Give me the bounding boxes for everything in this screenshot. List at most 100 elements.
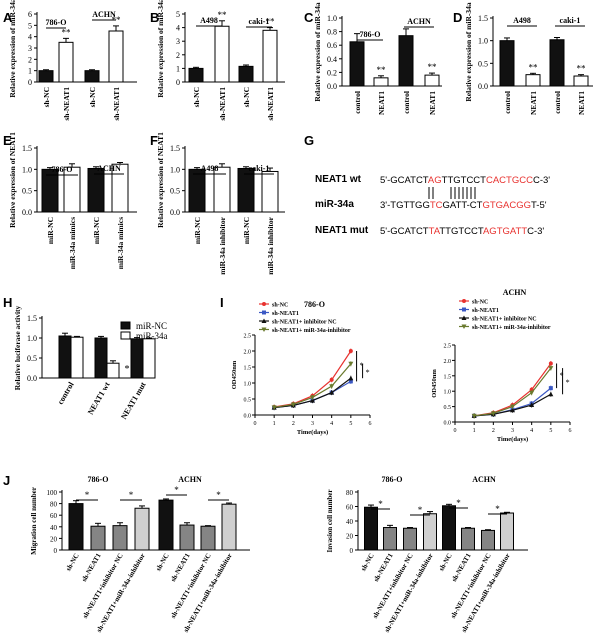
significance-label: *: [125, 364, 130, 375]
x-tick-label: control: [553, 91, 562, 114]
legend-label: miR-34a: [136, 331, 168, 341]
y-tick-label: 0.4: [327, 55, 337, 64]
x-tick-label: sh-NC: [88, 87, 97, 107]
significance-label: *: [129, 490, 134, 500]
bar: [58, 335, 72, 379]
significance-label: **: [529, 62, 539, 72]
x-tick-label: NEAT1: [529, 91, 538, 115]
group-label: 786-O: [52, 165, 73, 174]
y-tick-label: 4: [28, 33, 32, 42]
group-label: ACHN: [92, 10, 116, 19]
seq-segment: T-5': [531, 200, 547, 211]
panel-label-I: I: [220, 295, 224, 310]
x-axis-label: Time(days): [497, 436, 528, 443]
significance-label: **: [62, 27, 72, 37]
y-tick-label: 5: [28, 21, 32, 30]
seq-mut: 5'-GCATCTTATTGTCCTAGTGATTC-3': [380, 226, 544, 237]
y-tick-label: 0: [28, 78, 32, 87]
chart-D: 0.0 0.5 1.0 1.5 Relative expression of miR-3…: [464, 2, 593, 115]
x-tick-label: 6: [369, 421, 372, 427]
data-point: [290, 402, 296, 407]
legend-label: sh-NEAT1: [472, 308, 499, 314]
bar: [38, 70, 54, 83]
data-point: [462, 307, 466, 312]
series-line: [274, 377, 352, 409]
significance-label: *: [566, 378, 570, 387]
seq-segment: TTGTCCT: [441, 175, 486, 186]
x-tick-label: miR-34a inhibitor: [218, 216, 227, 274]
seq-segment: TTGTCCT: [439, 226, 483, 237]
x-tick-label: sh-NEAT1: [266, 87, 275, 121]
seq-segment-highlight: TC: [429, 200, 443, 211]
panel-label-A: A: [3, 10, 13, 25]
x-tick-label: sh-NEAT1+inhibitor NC: [81, 552, 125, 620]
group-label: ACHN: [407, 17, 431, 26]
data-point: [548, 361, 553, 366]
seq-segment-highlight: AGTGATT: [482, 226, 528, 237]
y-tick-label: 5: [176, 10, 180, 19]
seq-segment-highlight: TA: [428, 226, 440, 237]
y-tick-label: 2.0: [244, 350, 252, 356]
y-tick-label: 0.5: [244, 398, 252, 404]
seq-mir: 3'-TGTTGGTCGATT-CTGTGACGGT-5': [380, 200, 547, 211]
y-tick-label: 0: [176, 78, 180, 87]
panel-label-J: J: [3, 473, 10, 488]
legend-swatch: [120, 331, 131, 340]
significance-label: *: [174, 485, 179, 495]
x-tick-label: 2: [292, 421, 295, 427]
group-label: 786-O: [46, 18, 67, 27]
group-label: A498: [200, 16, 218, 25]
data-point: [490, 411, 496, 416]
y-tick-label: 80: [346, 489, 354, 497]
seq-segment-highlight: GTGACGG: [482, 200, 532, 211]
data-point: [548, 386, 553, 391]
y-tick-label: 1.0: [444, 390, 452, 396]
y-tick-label: 0.6: [327, 41, 337, 50]
x-tick-label: sh-NC: [192, 87, 201, 107]
y-axis-label: Relative expression of miR-34a: [464, 2, 473, 101]
bar: [106, 362, 120, 379]
bar: [237, 167, 255, 213]
seq-segment-highlight: AG: [427, 175, 442, 186]
significance-label: *: [216, 490, 221, 500]
seq-wt: 5'-GCATCTAGTTGTCCTCACTGCCC-3': [380, 175, 550, 186]
x-tick-label: 6: [569, 428, 572, 434]
legend-swatch: [120, 321, 131, 330]
y-tick-label: 0.0: [22, 208, 32, 217]
group-label: ACHN: [97, 164, 121, 173]
bar: [403, 527, 417, 551]
y-tick-label: 20: [50, 535, 58, 543]
seq-name-wt: NEAT1 wt: [315, 174, 361, 185]
bar: [261, 170, 279, 213]
data-point: [262, 302, 266, 306]
x-tick-label: sh-NEAT1: [80, 552, 103, 584]
bar: [423, 513, 437, 551]
x-tick-label: sh-NEAT1: [169, 552, 192, 584]
x-tick-label: 1: [473, 428, 476, 434]
group-label: 786-O: [382, 475, 403, 484]
y-axis-label: Relative expression of NEAT1: [8, 132, 17, 228]
data-point: [348, 361, 354, 367]
data-point: [348, 349, 353, 353]
y-tick-label: 0.0: [478, 82, 488, 91]
bar: [130, 338, 144, 379]
y-tick-label: 3: [176, 37, 180, 46]
y-tick-label: 0.5: [170, 187, 180, 196]
legend-label: sh-NC: [272, 303, 288, 309]
y-tick-label: 0.0: [327, 82, 337, 91]
y-axis-label: Invasion cell number: [326, 489, 334, 552]
bar: [158, 499, 174, 551]
y-axis-label: Relative expression of miR-34a: [8, 0, 17, 98]
legend-label: sh-NEAT1: [272, 311, 299, 317]
y-tick-label: 0.2: [327, 68, 337, 77]
bar: [188, 67, 204, 83]
y-tick-label: 0.5: [22, 187, 32, 196]
seq-segment-highlight: CACTGCC: [485, 175, 533, 186]
y-tick-label: 1.0: [170, 165, 180, 174]
x-tick-label: NEAT1: [428, 91, 437, 115]
significance-label: *: [495, 504, 500, 514]
x-tick-label: 4: [530, 428, 533, 434]
bar: [499, 40, 515, 87]
data-point: [471, 413, 477, 419]
bar: [214, 25, 230, 83]
